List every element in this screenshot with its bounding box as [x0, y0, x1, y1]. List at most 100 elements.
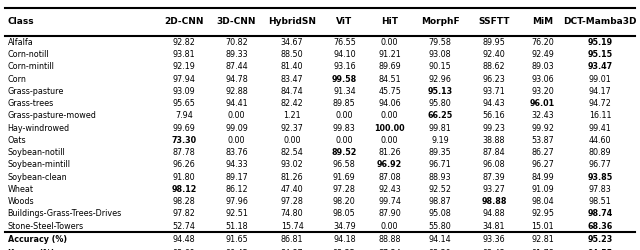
- Text: 95.13: 95.13: [428, 87, 452, 96]
- Text: 95.23: 95.23: [588, 235, 612, 244]
- Text: 94.88: 94.88: [483, 210, 505, 218]
- Text: 89.69: 89.69: [378, 62, 401, 72]
- Text: 87.39: 87.39: [483, 172, 506, 182]
- Text: 70.82: 70.82: [225, 38, 248, 47]
- Text: 66.25: 66.25: [428, 112, 452, 120]
- Text: 88.88: 88.88: [378, 235, 401, 244]
- Text: 0.00: 0.00: [228, 136, 245, 145]
- Text: 51.18: 51.18: [225, 222, 248, 230]
- Text: 93.09: 93.09: [173, 87, 196, 96]
- Text: 82.54: 82.54: [281, 148, 303, 157]
- Text: Corn: Corn: [8, 74, 26, 84]
- Text: Stone-Steel-Towers: Stone-Steel-Towers: [8, 222, 84, 230]
- Text: 91.65: 91.65: [225, 235, 248, 244]
- Text: 91.80: 91.80: [173, 172, 196, 182]
- Text: 96.08: 96.08: [483, 160, 505, 170]
- Text: 89.85: 89.85: [333, 99, 356, 108]
- Text: 97.28: 97.28: [281, 197, 303, 206]
- Text: 93.27: 93.27: [483, 185, 506, 194]
- Text: 96.92: 96.92: [377, 160, 402, 170]
- Text: 0.00: 0.00: [335, 112, 353, 120]
- Text: 87.44: 87.44: [225, 62, 248, 72]
- Text: 86.12: 86.12: [225, 185, 248, 194]
- Text: 86.81: 86.81: [281, 235, 303, 244]
- Text: 93.85: 93.85: [588, 172, 612, 182]
- Text: 92.95: 92.95: [531, 210, 554, 218]
- Text: 2D-CNN: 2D-CNN: [164, 18, 204, 26]
- Text: 91.69: 91.69: [333, 172, 356, 182]
- Text: 99.83: 99.83: [333, 124, 356, 132]
- Text: 92.51: 92.51: [225, 210, 248, 218]
- Text: 96.27: 96.27: [531, 160, 554, 170]
- Text: 92.49: 92.49: [531, 50, 554, 59]
- Text: 0.00: 0.00: [228, 112, 245, 120]
- Text: 87.08: 87.08: [378, 172, 401, 182]
- Text: 0.00: 0.00: [284, 136, 301, 145]
- Text: 84.74: 84.74: [281, 87, 303, 96]
- Text: Hay-windrowed: Hay-windrowed: [8, 124, 70, 132]
- Text: Soybean-notill: Soybean-notill: [8, 148, 65, 157]
- Text: 83.47: 83.47: [281, 74, 303, 84]
- Text: 90.15: 90.15: [429, 62, 451, 72]
- Text: 98.51: 98.51: [589, 197, 611, 206]
- Text: Corn-mintill: Corn-mintill: [8, 62, 54, 72]
- Text: 55.80: 55.80: [429, 222, 451, 230]
- Text: 87.84: 87.84: [483, 148, 505, 157]
- Text: 94.14: 94.14: [429, 235, 451, 244]
- Text: 94.43: 94.43: [483, 99, 505, 108]
- Text: Accuracy (%): Accuracy (%): [8, 235, 67, 244]
- Text: 0.00: 0.00: [381, 112, 398, 120]
- Text: Grass-pasture: Grass-pasture: [8, 87, 64, 96]
- Text: HiT: HiT: [381, 18, 398, 26]
- Text: 92.19: 92.19: [173, 62, 196, 72]
- Text: 97.82: 97.82: [173, 210, 196, 218]
- Text: 93.47: 93.47: [588, 62, 612, 72]
- Text: 68.36: 68.36: [588, 222, 612, 230]
- Text: 15.01: 15.01: [531, 222, 554, 230]
- Text: Oats: Oats: [8, 136, 26, 145]
- Text: Soybean-mintill: Soybean-mintill: [8, 160, 70, 170]
- Text: 89.95: 89.95: [483, 38, 506, 47]
- Text: 94.72: 94.72: [589, 99, 612, 108]
- Text: Buildings-Grass-Trees-Drives: Buildings-Grass-Trees-Drives: [8, 210, 122, 218]
- Text: 98.04: 98.04: [531, 197, 554, 206]
- Text: 95.65: 95.65: [173, 99, 196, 108]
- Text: 81.26: 81.26: [378, 148, 401, 157]
- Text: 34.67: 34.67: [281, 38, 303, 47]
- Text: 89.33: 89.33: [225, 50, 248, 59]
- Text: 98.74: 98.74: [588, 210, 612, 218]
- Text: 87.90: 87.90: [378, 210, 401, 218]
- Text: 53.87: 53.87: [531, 136, 554, 145]
- Text: 96.58: 96.58: [333, 160, 356, 170]
- Text: 89.03: 89.03: [531, 62, 554, 72]
- Text: 0.00: 0.00: [381, 38, 398, 47]
- Text: 92.81: 92.81: [531, 235, 554, 244]
- Text: 97.94: 97.94: [173, 74, 196, 84]
- Text: 0.00: 0.00: [381, 222, 398, 230]
- Text: 45.75: 45.75: [378, 87, 401, 96]
- Text: 91.09: 91.09: [531, 185, 554, 194]
- Text: 93.81: 93.81: [173, 50, 196, 59]
- Text: 95.08: 95.08: [429, 210, 451, 218]
- Text: 97.28: 97.28: [333, 185, 356, 194]
- Text: 96.23: 96.23: [483, 74, 506, 84]
- Text: 92.37: 92.37: [281, 124, 303, 132]
- Text: 52.74: 52.74: [173, 222, 196, 230]
- Text: 76.20: 76.20: [531, 38, 554, 47]
- Text: 94.48: 94.48: [173, 235, 196, 244]
- Text: 96.01: 96.01: [530, 99, 556, 108]
- Text: Grass-trees: Grass-trees: [8, 99, 54, 108]
- Text: 3D-CNN: 3D-CNN: [217, 18, 256, 26]
- Text: 88.93: 88.93: [429, 172, 451, 182]
- Text: 92.96: 92.96: [429, 74, 451, 84]
- Text: 84.51: 84.51: [378, 74, 401, 84]
- Text: 92.52: 92.52: [429, 185, 452, 194]
- Text: 94.06: 94.06: [378, 99, 401, 108]
- Text: Grass-pasture-mowed: Grass-pasture-mowed: [8, 112, 97, 120]
- Text: Woods: Woods: [8, 197, 35, 206]
- Text: 15.74: 15.74: [281, 222, 303, 230]
- Text: 88.50: 88.50: [281, 50, 303, 59]
- Text: 81.26: 81.26: [281, 172, 303, 182]
- Text: 0.00: 0.00: [335, 136, 353, 145]
- Text: 16.11: 16.11: [589, 112, 611, 120]
